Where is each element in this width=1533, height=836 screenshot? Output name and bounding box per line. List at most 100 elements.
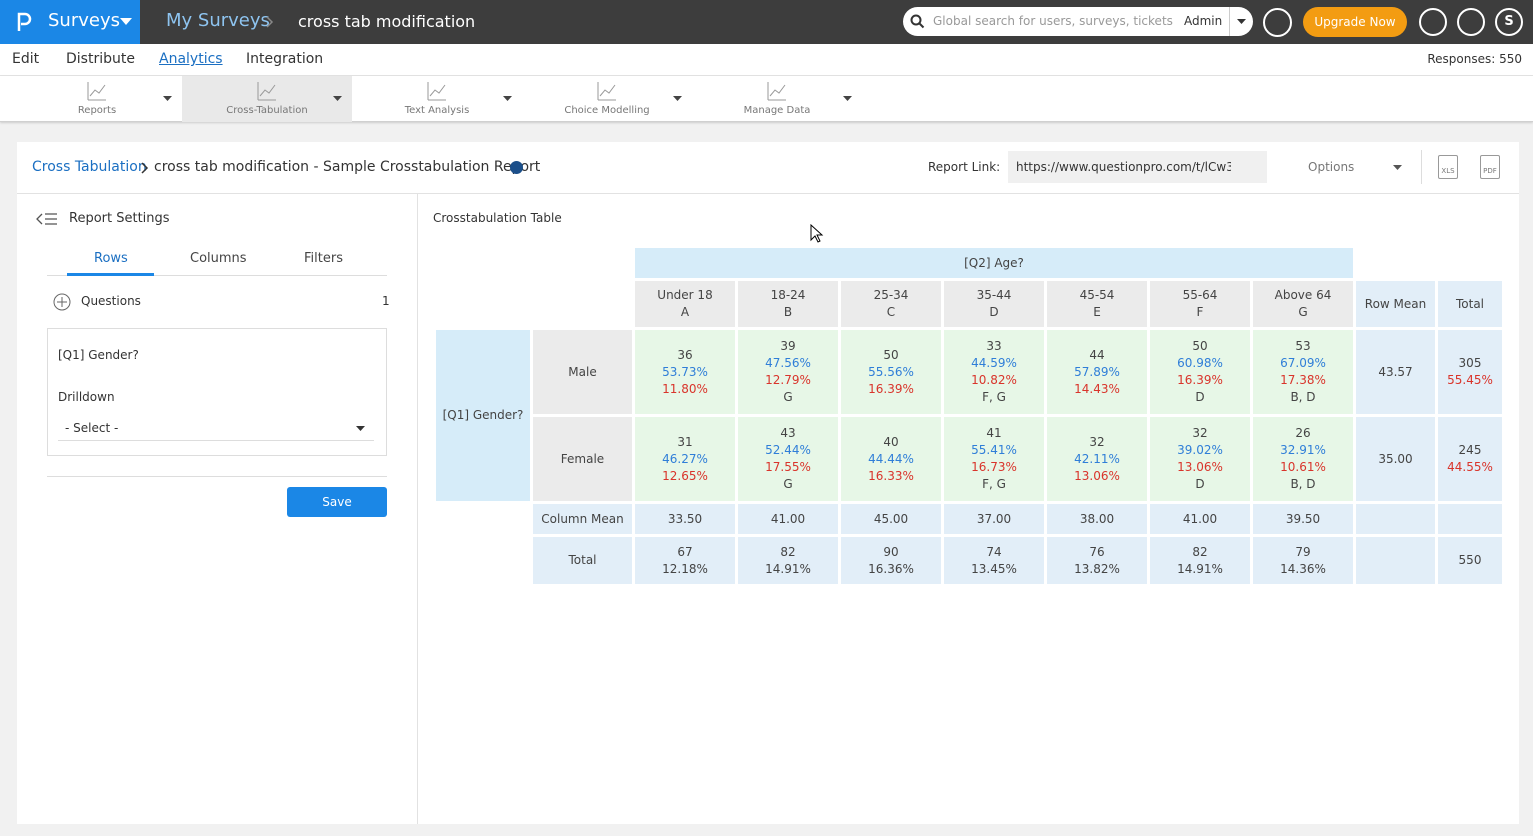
- significance: D: [1150, 476, 1250, 493]
- export-button[interactable]: PDF: [1480, 155, 1500, 179]
- report-link-box[interactable]: https://www.questionpro.com/t/lCw3Zc: [1008, 151, 1267, 183]
- brand[interactable]: Surveys: [0, 0, 140, 44]
- column-letter: F: [1150, 304, 1250, 321]
- caret: [120, 18, 132, 26]
- total-count: 76: [1047, 544, 1147, 561]
- empty-cell: [1356, 248, 1502, 278]
- count: 31: [635, 434, 735, 451]
- question-box: [Q1] Gender? Drilldown - Select -: [47, 328, 387, 456]
- column-percent: 42.11%: [1047, 451, 1147, 468]
- caret: [843, 96, 852, 101]
- row-percent: 16.73%: [944, 459, 1044, 476]
- data-cell: 3242.11%13.06%: [1047, 417, 1147, 501]
- help-button[interactable]: [1419, 8, 1447, 36]
- breadcrumb[interactable]: My Surveys: [166, 10, 270, 31]
- select-label: - Select -: [65, 421, 118, 435]
- total-header: Total: [1438, 281, 1502, 327]
- search-box[interactable]: Global search for users, surveys, ticket…: [903, 7, 1253, 36]
- column-percent: 55.41%: [944, 442, 1044, 459]
- count: 44: [1047, 347, 1147, 364]
- data-cell: 4155.41%16.73%F, G: [944, 417, 1044, 501]
- toolbar-item[interactable]: Reports: [12, 76, 182, 122]
- drilldown-label: Drilldown: [58, 390, 115, 404]
- upgrade-button[interactable]: Upgrade Now: [1303, 7, 1407, 37]
- data-cell: 5060.98%16.39%D: [1150, 330, 1250, 414]
- search-placeholder: Global search for users, surveys, ticket…: [933, 14, 1173, 28]
- toolbar-item[interactable]: Choice Modelling: [522, 76, 692, 122]
- row-percent: 13.06%: [1047, 468, 1147, 485]
- toolbar: ReportsCross-TabulationText AnalysisChoi…: [0, 76, 1533, 122]
- settings-tab[interactable]: Filters: [304, 251, 343, 266]
- tool-icon: [86, 80, 108, 102]
- grand-total-value: 550: [1438, 552, 1502, 569]
- empty-cell: [436, 248, 632, 278]
- column-percent: 39.02%: [1150, 442, 1250, 459]
- help-icon[interactable]: [510, 161, 523, 174]
- toolbar-item[interactable]: Manage Data: [692, 76, 862, 122]
- drilldown-select[interactable]: - Select -: [58, 413, 374, 441]
- column-percent: 44.59%: [944, 355, 1044, 372]
- row-percent: 14.43%: [1047, 381, 1147, 398]
- questions-label: Questions: [81, 294, 141, 308]
- nav-tab[interactable]: Distribute: [66, 51, 135, 67]
- row-percent: 10.82%: [944, 372, 1044, 389]
- responses: Responses: 550: [1427, 52, 1522, 66]
- data-cell: 5055.56%16.39%: [841, 330, 941, 414]
- search-button[interactable]: [1263, 8, 1292, 37]
- data-cell: 4044.44%16.33%: [841, 417, 941, 501]
- row-question-label: [Q1] Gender?: [436, 407, 530, 424]
- nav-tab[interactable]: Integration: [246, 51, 323, 67]
- account-dropdown[interactable]: [1229, 7, 1253, 36]
- column-mean: 38.00: [1047, 504, 1147, 534]
- breadcrumb-root[interactable]: Cross Tabulation: [32, 159, 147, 175]
- column-header: 45-54E: [1047, 281, 1147, 327]
- export-button[interactable]: XLS: [1438, 155, 1458, 179]
- row-percent: 12.79%: [738, 372, 838, 389]
- toolbar-item[interactable]: Text Analysis: [352, 76, 522, 122]
- toolbar-label: Reports: [12, 105, 182, 116]
- total-percent: 14.36%: [1253, 561, 1353, 578]
- toolbar-label: Manage Data: [692, 105, 862, 116]
- settings-tab[interactable]: Columns: [190, 251, 247, 266]
- options-dropdown[interactable]: Options: [1290, 151, 1405, 183]
- column-label: 45-54: [1047, 287, 1147, 304]
- column-label: 55-64: [1150, 287, 1250, 304]
- nav-tab[interactable]: Edit: [12, 51, 39, 67]
- nav-tab[interactable]: Analytics: [159, 51, 223, 67]
- significance: F, G: [944, 476, 1044, 493]
- add-icon[interactable]: [53, 293, 71, 311]
- cursor: [810, 224, 824, 244]
- row-percent: 16.33%: [841, 468, 941, 485]
- total-percent: 14.91%: [738, 561, 838, 578]
- column-header: Under 18A: [635, 281, 735, 327]
- count: 43: [738, 425, 838, 442]
- row-total: 30555.45%: [1438, 330, 1502, 414]
- row-total-count: 245: [1438, 442, 1502, 459]
- column-mean-value: 41.00: [738, 511, 838, 528]
- count: 39: [738, 338, 838, 355]
- significance: B, D: [1253, 389, 1353, 406]
- column-percent: 67.09%: [1253, 355, 1353, 372]
- brand-name: Surveys: [48, 10, 120, 31]
- report-link[interactable]: https://www.questionpro.com/t/lCw3Zc: [1016, 160, 1231, 174]
- save-button[interactable]: Save: [287, 487, 387, 517]
- report-title: cross tab modification - Sample Crosstab…: [154, 159, 540, 175]
- settings-tab[interactable]: Rows: [94, 251, 128, 266]
- notifications-button[interactable]: [1457, 8, 1485, 36]
- row-label-cell: Female: [533, 417, 632, 501]
- column-mean: 33.50: [635, 504, 735, 534]
- column-total: 7413.45%: [944, 537, 1044, 584]
- column-total: 6712.18%: [635, 537, 735, 584]
- account-name[interactable]: Admin: [1184, 14, 1222, 28]
- column-label: 25-34: [841, 287, 941, 304]
- toolbar-item[interactable]: Cross-Tabulation: [182, 76, 352, 122]
- crosstab-table: [Q2] Age?Under 18A18-24B25-34C35-44D45-5…: [433, 245, 1505, 587]
- collapse-icon[interactable]: [36, 212, 58, 226]
- column-total: 7613.82%: [1047, 537, 1147, 584]
- avatar[interactable]: S: [1495, 8, 1523, 36]
- significance: D: [1150, 389, 1250, 406]
- total-label: Total: [533, 552, 632, 569]
- data-row: Female3146.27%12.65%4352.44%17.55%G4044.…: [436, 417, 1502, 501]
- export-label: XLS: [1441, 167, 1454, 175]
